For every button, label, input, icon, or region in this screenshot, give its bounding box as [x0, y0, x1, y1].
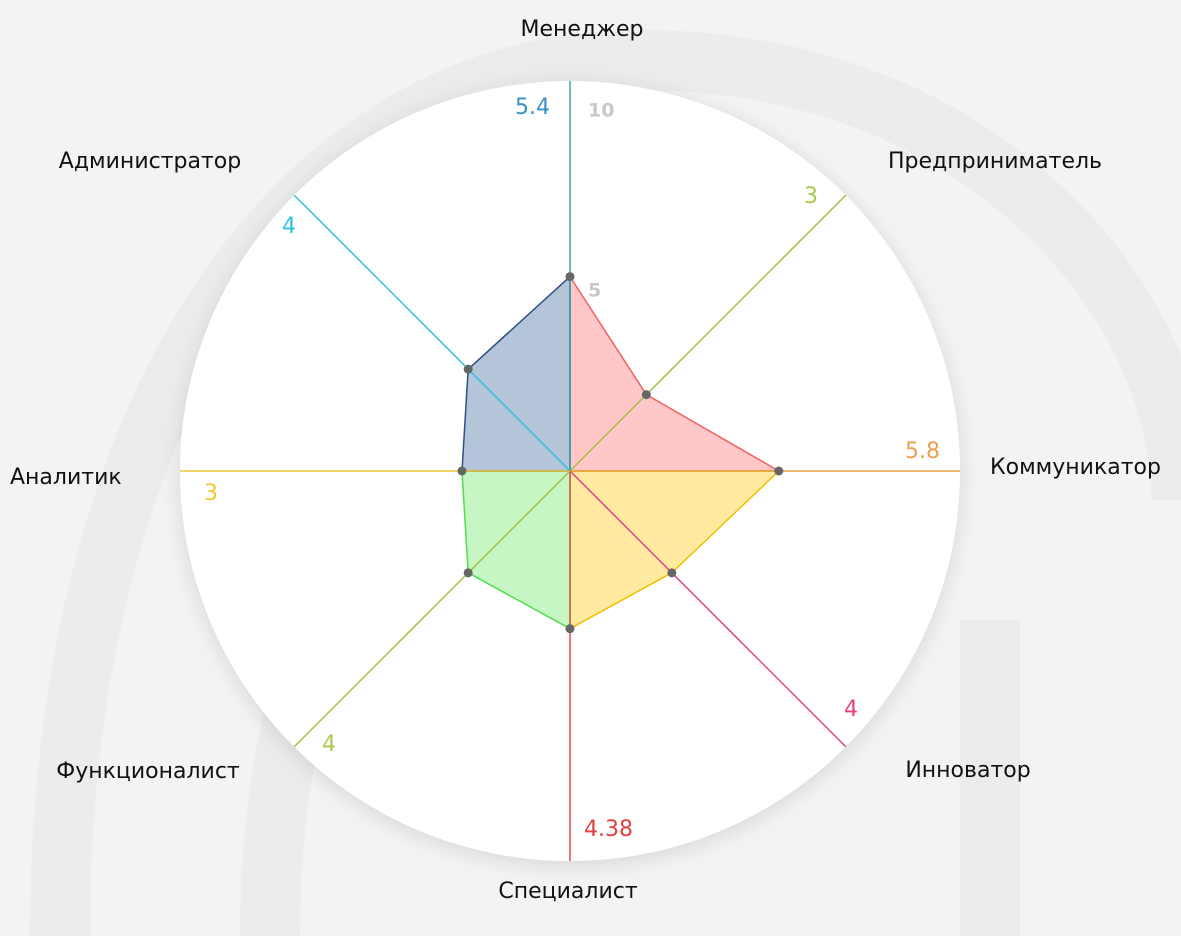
category-label: Коммуникатор [990, 455, 1161, 480]
value-label: 5.8 [905, 439, 940, 464]
r-tick-label: 5 [588, 280, 601, 302]
value-label: 4 [844, 697, 858, 722]
r-tick-label: 10 [588, 100, 614, 122]
value-label: 3 [204, 481, 218, 506]
data-point [463, 568, 473, 578]
data-point [457, 466, 467, 476]
axis-line [293, 194, 571, 472]
data-point [565, 272, 575, 282]
data-point [641, 390, 651, 400]
category-label: Предприниматель [888, 149, 1102, 174]
axis-line [293, 470, 571, 748]
category-label: Менеджер [521, 17, 644, 42]
category-label: Инноватор [905, 758, 1030, 783]
category-label: Функционалист [56, 759, 240, 784]
data-point [774, 466, 784, 476]
axis-line [569, 194, 847, 472]
data-point [565, 624, 575, 634]
value-label: 4.38 [584, 817, 633, 842]
category-label: Администратор [59, 149, 241, 174]
value-label: 3 [804, 184, 818, 209]
category-label: Аналитик [10, 465, 122, 490]
value-label: 4 [322, 732, 336, 757]
data-point [667, 568, 677, 578]
value-label: 4 [282, 214, 296, 239]
data-point [463, 364, 473, 374]
axis-line [569, 470, 847, 748]
value-label: 5.4 [515, 95, 550, 120]
category-label: Специалист [498, 879, 637, 904]
